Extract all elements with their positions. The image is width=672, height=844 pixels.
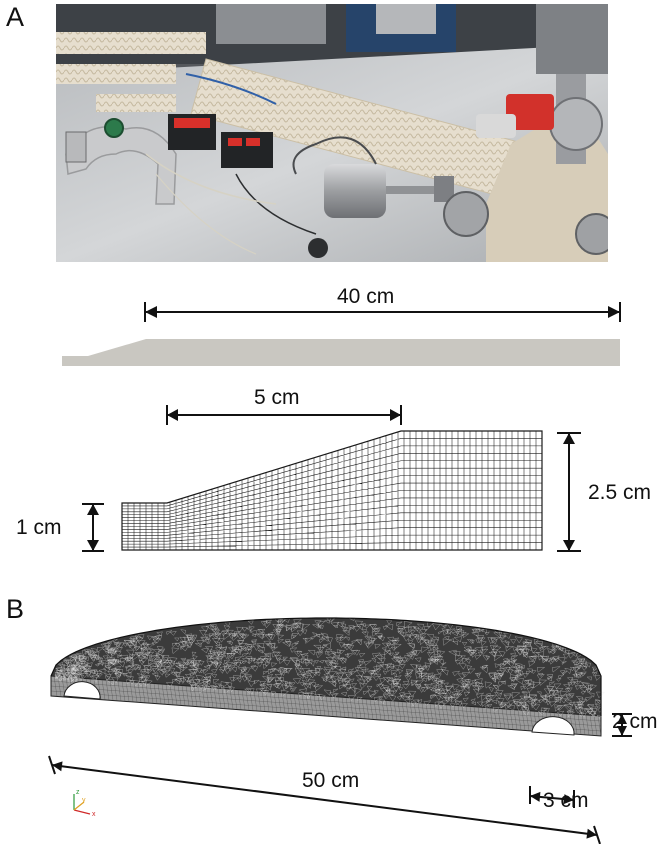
taper-mesh-detail [82, 405, 581, 552]
taper-length-label: 5 cm [254, 386, 300, 409]
right-groove [531, 716, 575, 736]
left-groove [63, 681, 101, 700]
experimental-setup-photo [56, 4, 608, 262]
axis-y-label: y [82, 797, 86, 804]
groove-width-label: 3 cm [543, 789, 589, 812]
channel-profile [62, 339, 620, 366]
inlet-height-dimension-arrow [82, 503, 104, 552]
groove-width-dimension-arrow [529, 786, 575, 808]
panel-label-b: B [6, 594, 25, 624]
axes-triad-icon: z y x [73, 789, 96, 818]
outlet-height-label: 2.5 cm [588, 481, 652, 504]
disk-outline [50, 617, 602, 716]
disk-length-label: 50 cm [302, 769, 360, 792]
length-dimension-group [62, 302, 621, 366]
axis-z-label: z [76, 789, 80, 796]
disk-thickness-label: 2 cm [612, 710, 658, 733]
inlet-height-label: 1 cm [16, 516, 62, 539]
mesh-outline [121, 430, 543, 551]
axis-x-label: x [92, 811, 96, 818]
disk-thickness-dimension-arrow [612, 713, 632, 737]
total-length-dimension-arrow [144, 302, 621, 322]
disk-mesh-texture [54, 616, 605, 719]
panel-label-a: A [6, 2, 25, 32]
total-length-label: 40 cm [337, 285, 395, 308]
disk-length-dimension-arrow [48, 755, 601, 844]
disk-top-surface [51, 618, 601, 718]
mesh-grid [121, 430, 543, 551]
taper-length-dimension-arrow [166, 405, 402, 425]
outlet-height-dimension-arrow [557, 432, 581, 552]
disk-mesh-3d [48, 616, 632, 844]
